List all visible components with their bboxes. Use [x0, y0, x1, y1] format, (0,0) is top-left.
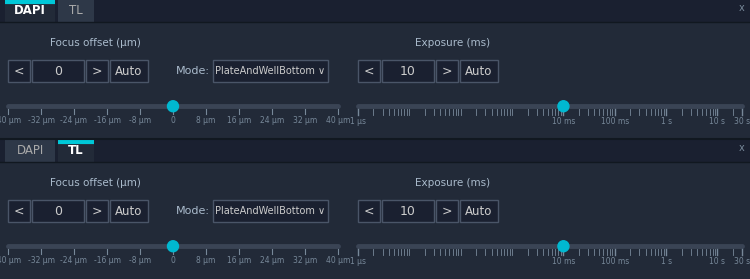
Text: -8 µm: -8 µm	[129, 116, 151, 125]
Text: 1 µs: 1 µs	[350, 257, 366, 266]
Text: >: >	[442, 65, 452, 78]
Bar	[110, 200, 148, 222]
Bar	[213, 200, 328, 222]
Text: TL: TL	[69, 4, 82, 18]
Text: -16 µm: -16 µm	[94, 116, 121, 125]
Text: -32 µm: -32 µm	[28, 256, 55, 265]
Text: Auto: Auto	[116, 65, 142, 78]
Bar	[358, 60, 380, 82]
Bar	[86, 60, 108, 82]
Bar	[436, 60, 458, 82]
Text: -24 µm: -24 µm	[61, 116, 88, 125]
Text: 1 µs: 1 µs	[350, 117, 366, 126]
Text: DAPI: DAPI	[14, 4, 46, 18]
Text: >: >	[442, 205, 452, 218]
Text: 0: 0	[54, 205, 62, 218]
Text: 40 µm: 40 µm	[326, 256, 350, 265]
Circle shape	[558, 241, 569, 252]
Text: -40 µm: -40 µm	[0, 256, 22, 265]
Text: 24 µm: 24 µm	[260, 116, 284, 125]
Text: 0: 0	[170, 116, 176, 125]
Bar	[110, 60, 148, 82]
Text: Exposure (ms): Exposure (ms)	[416, 38, 491, 48]
Text: 16 µm: 16 µm	[226, 116, 251, 125]
Text: Focus offset (µm): Focus offset (µm)	[50, 38, 140, 48]
Text: 10 ms: 10 ms	[552, 257, 575, 266]
Text: Auto: Auto	[465, 205, 493, 218]
Text: 1 s: 1 s	[661, 117, 672, 126]
Text: x: x	[739, 143, 745, 153]
Bar	[382, 200, 434, 222]
Text: 10 s: 10 s	[710, 257, 725, 266]
Text: 16 µm: 16 µm	[226, 256, 251, 265]
Text: 8 µm: 8 µm	[196, 256, 216, 265]
Text: 10: 10	[400, 65, 416, 78]
Text: 8 µm: 8 µm	[196, 116, 216, 125]
Bar	[460, 60, 498, 82]
Text: Mode:: Mode:	[176, 206, 210, 216]
Text: Focus offset (µm): Focus offset (µm)	[50, 178, 140, 188]
Text: 30 s: 30 s	[734, 257, 750, 266]
Text: 100 ms: 100 ms	[601, 117, 629, 126]
Text: <: <	[364, 205, 374, 218]
Text: x: x	[739, 3, 745, 13]
Text: TL: TL	[68, 145, 84, 158]
Text: 10 s: 10 s	[710, 117, 725, 126]
Circle shape	[167, 241, 178, 252]
Bar	[58, 140, 94, 162]
Text: 30 s: 30 s	[734, 117, 750, 126]
Text: >: >	[92, 65, 102, 78]
Text: DAPI: DAPI	[16, 145, 44, 158]
Bar	[436, 200, 458, 222]
Text: <: <	[13, 205, 24, 218]
Bar	[58, 0, 94, 22]
Text: >: >	[92, 205, 102, 218]
Bar	[86, 200, 108, 222]
Text: 32 µm: 32 µm	[292, 116, 317, 125]
Text: 32 µm: 32 µm	[292, 256, 317, 265]
Bar	[358, 200, 380, 222]
Bar	[8, 60, 30, 82]
Text: Auto: Auto	[465, 65, 493, 78]
Text: PlateAndWellBottom ∨: PlateAndWellBottom ∨	[215, 66, 326, 76]
Text: 0: 0	[170, 256, 176, 265]
Bar	[5, 0, 55, 22]
Text: 100 ms: 100 ms	[601, 257, 629, 266]
Text: Exposure (ms): Exposure (ms)	[416, 178, 491, 188]
Text: -32 µm: -32 µm	[28, 116, 55, 125]
Text: 10 ms: 10 ms	[552, 117, 575, 126]
Bar	[5, 140, 55, 162]
Text: Mode:: Mode:	[176, 66, 210, 76]
Text: 40 µm: 40 µm	[326, 116, 350, 125]
Bar	[382, 60, 434, 82]
Text: -40 µm: -40 µm	[0, 116, 22, 125]
Text: <: <	[13, 65, 24, 78]
Bar	[460, 200, 498, 222]
Text: <: <	[364, 65, 374, 78]
Text: 10: 10	[400, 205, 416, 218]
Circle shape	[558, 101, 569, 112]
Text: PlateAndWellBottom ∨: PlateAndWellBottom ∨	[215, 206, 326, 216]
Circle shape	[167, 101, 178, 112]
Text: 1 s: 1 s	[661, 257, 672, 266]
Bar	[213, 60, 328, 82]
Bar	[0, 162, 750, 279]
Bar	[0, 22, 750, 139]
Bar	[32, 200, 84, 222]
Text: Auto: Auto	[116, 205, 142, 218]
Text: -24 µm: -24 µm	[61, 256, 88, 265]
Bar	[0, 0, 750, 22]
Bar	[32, 60, 84, 82]
Text: -8 µm: -8 µm	[129, 256, 151, 265]
Bar	[8, 200, 30, 222]
Text: -16 µm: -16 µm	[94, 256, 121, 265]
Text: 0: 0	[54, 65, 62, 78]
Bar	[0, 140, 750, 162]
Text: 24 µm: 24 µm	[260, 256, 284, 265]
